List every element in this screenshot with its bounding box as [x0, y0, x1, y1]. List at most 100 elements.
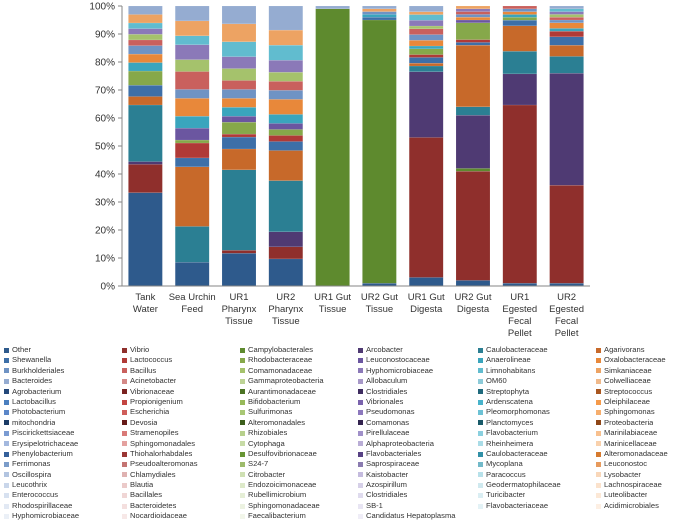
legend-label: Alteromonadales	[248, 417, 305, 427]
bar-segment	[455, 5, 491, 9]
bar-segment	[362, 19, 397, 284]
legend-label: Limnohabitans	[486, 365, 536, 375]
bar-segment	[268, 123, 303, 130]
legend-swatch	[122, 378, 127, 384]
legend-swatch	[4, 368, 9, 374]
legend-item: Clostridiales	[358, 490, 478, 500]
legend-swatch	[4, 441, 9, 447]
legend-swatch	[596, 399, 601, 405]
bar-segment	[221, 89, 257, 99]
legend-swatch	[240, 410, 245, 416]
legend-swatch	[4, 430, 9, 436]
legend-label: Shewanella	[12, 355, 52, 365]
legend-swatch	[596, 482, 601, 488]
legend-label: Burkholderiales	[12, 365, 65, 375]
legend-label: Comamonas	[366, 417, 410, 427]
legend-item: Burkholderiales	[4, 366, 122, 376]
legend-label: Chlamydiales	[130, 469, 176, 479]
legend-label: Citrobacter	[248, 469, 286, 479]
bar-segment	[455, 106, 491, 116]
bar-segment	[128, 53, 163, 63]
legend-label: Bifidobacterium	[248, 396, 301, 406]
bar-segment	[175, 127, 210, 141]
legend-swatch	[478, 472, 483, 478]
legend-item: Acidimicrobiales	[596, 501, 669, 511]
bar-segment	[221, 41, 257, 57]
legend-swatch	[596, 389, 601, 395]
legend-item: Clostridiales	[358, 387, 478, 397]
bar-segment	[315, 5, 350, 9]
y-tick-label: 10%	[95, 254, 115, 265]
legend-swatch	[478, 503, 483, 509]
legend-item: Desulfovibrionaceae	[240, 449, 358, 459]
bar-segment	[268, 135, 303, 142]
legend-item: Pseudomonas	[358, 407, 478, 417]
legend-swatch	[478, 441, 483, 447]
legend-swatch	[596, 503, 601, 509]
legend-item: Paracoccus	[478, 470, 596, 480]
bar-segment	[409, 62, 444, 67]
legend-item: mitochondria	[4, 418, 122, 428]
legend-label: Stramenopiles	[130, 428, 179, 438]
y-tick-label: 20%	[95, 226, 115, 237]
bar-segment	[409, 54, 444, 58]
legend-label: Ferrimonas	[12, 459, 51, 469]
bar-segment	[268, 129, 303, 136]
legend-swatch	[358, 410, 363, 416]
legend-label: Luteolibacter	[604, 490, 648, 500]
legend-label: Other	[12, 345, 31, 354]
legend-item: Blautia	[122, 480, 240, 490]
bar-segment	[502, 51, 537, 75]
bar-segment	[362, 5, 397, 9]
legend-label: Pseudomonas	[366, 407, 415, 417]
legend-item: Azospirillum	[358, 480, 478, 490]
legend-item: Lachnospiraceae	[596, 480, 669, 490]
legend-item: Sphingomonadaceae	[240, 501, 358, 511]
legend-swatch	[4, 451, 9, 457]
legend-label: Lactococcus	[130, 355, 173, 365]
legend-label: Pseudoalteromonas	[130, 459, 198, 469]
legend-swatch	[4, 378, 9, 384]
legend-swatch	[358, 513, 363, 519]
legend-swatch	[240, 430, 245, 436]
legend-label: Flavobacteriales	[366, 448, 422, 458]
bar-segment	[549, 22, 584, 29]
legend-label: Simkaniaceae	[604, 365, 652, 375]
legend-label: Desulfovibrionaceae	[248, 448, 317, 458]
legend-item: Bacillus	[122, 366, 240, 376]
bar-segment	[409, 34, 444, 41]
legend-item: Aurantimonadaceae	[240, 387, 358, 397]
legend-label: Sulfurimonas	[248, 407, 293, 417]
bar-segment	[268, 231, 303, 248]
legend-swatch	[358, 420, 363, 426]
legend-item: Rhodobacteraceae	[240, 355, 358, 365]
legend-item: Oscillospira	[4, 470, 122, 480]
legend-label: mitochondria	[12, 417, 56, 427]
y-tick-label: 70%	[95, 86, 115, 97]
legend-label: Vibrionales	[366, 396, 404, 406]
legend-swatch	[596, 410, 601, 416]
legend-swatch	[358, 389, 363, 395]
legend-label: Anaerolineae	[486, 355, 531, 365]
legend-swatch	[596, 347, 601, 353]
bar-segment	[455, 8, 491, 12]
legend-label: Aurantimonadaceae	[248, 386, 316, 396]
legend-item: Enterococcus	[4, 490, 122, 500]
legend-item: Comamonadaceae	[240, 366, 358, 376]
legend-item: Leuconostoc	[596, 459, 669, 469]
bar-segment	[268, 5, 303, 31]
legend-label: Sphingomonadaceae	[248, 500, 320, 510]
bar-segment	[502, 5, 537, 9]
bar-segment	[409, 277, 444, 287]
bar-segment	[502, 73, 537, 106]
legend-label: Thiohalorhabdales	[130, 448, 193, 458]
legend-label: Marinilabiaceae	[604, 428, 658, 438]
bar-segment	[362, 8, 397, 12]
legend-label: Faecalibacterium	[248, 511, 306, 521]
legend-item: Leuconostocaceae	[358, 355, 478, 365]
y-tick-label: 40%	[95, 170, 115, 181]
legend-swatch	[358, 441, 363, 447]
bar-segment	[455, 45, 491, 107]
bar-segment	[221, 98, 257, 108]
legend-swatch	[478, 347, 483, 353]
